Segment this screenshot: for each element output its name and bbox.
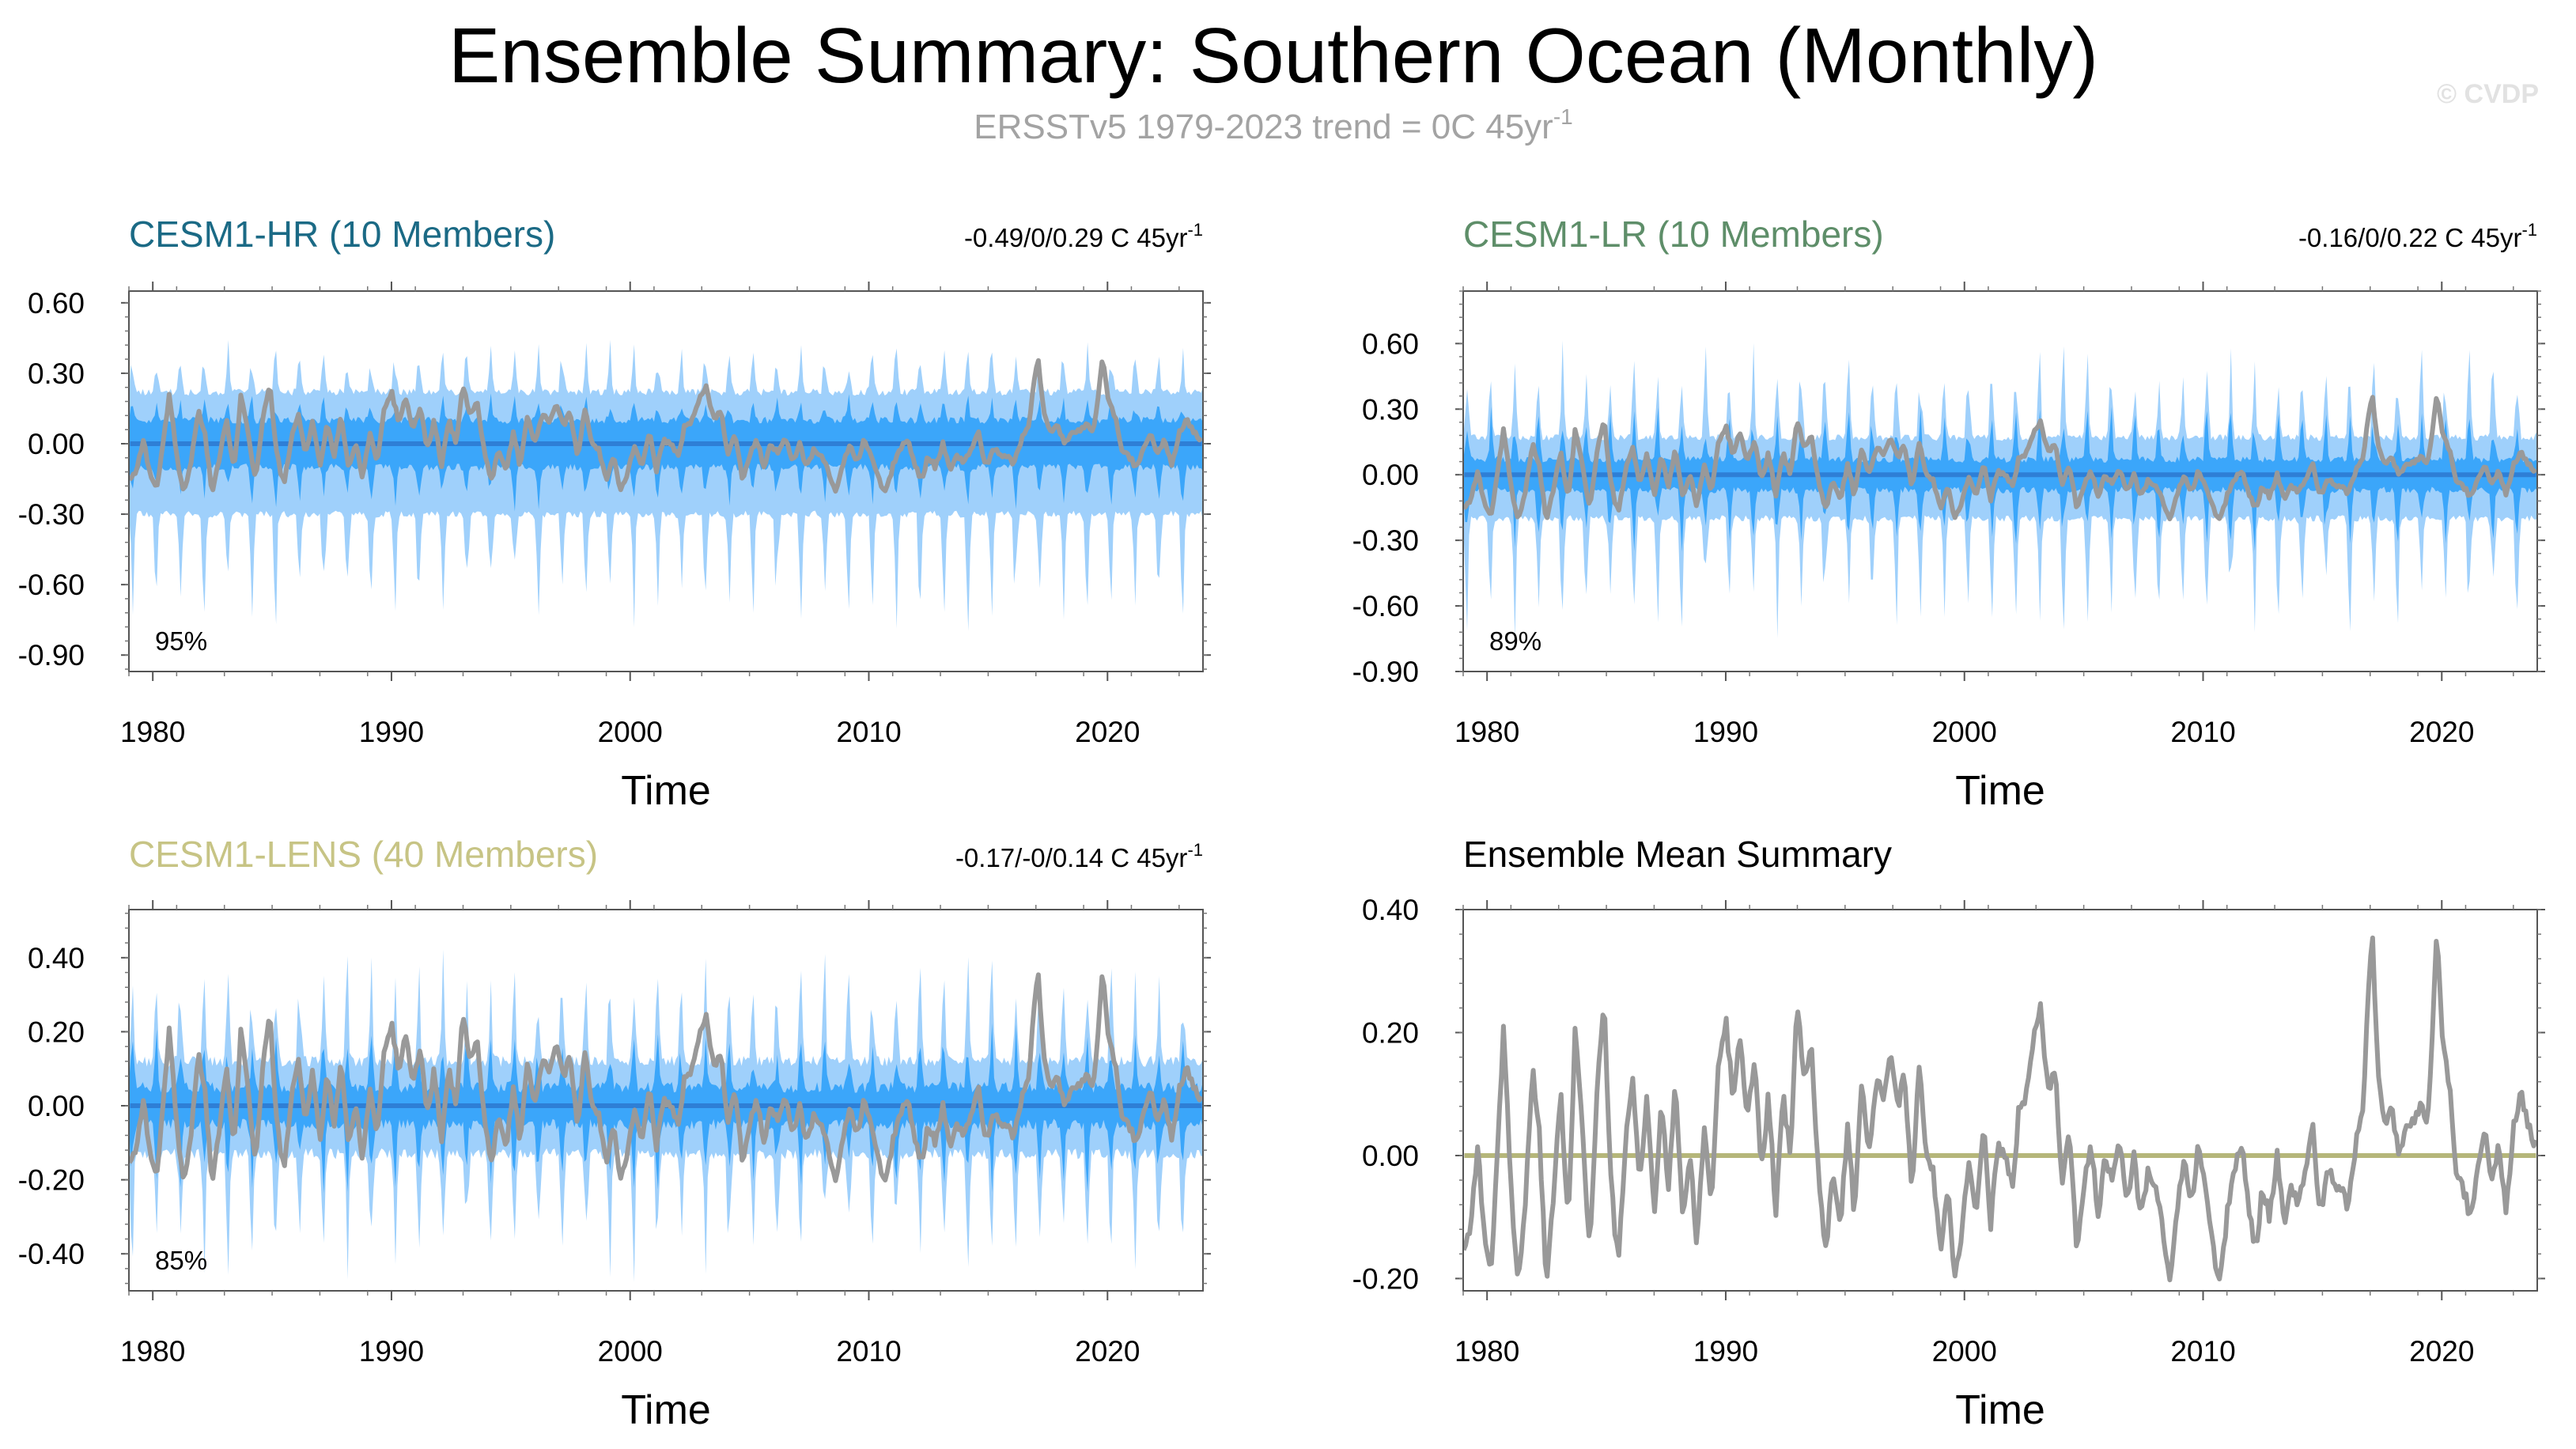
trend-superscript: -1 (1187, 220, 1203, 240)
x-tick-label: 2020 (1075, 716, 1140, 748)
observations-line (129, 972, 1203, 1183)
y-tick-label: -0.20 (18, 1164, 85, 1197)
spread-band-inner (129, 1023, 1203, 1194)
x-tick-label: 1980 (1454, 1335, 1519, 1368)
percent-label: 89% (1489, 626, 1541, 656)
spread-band-inner (1463, 407, 2537, 552)
x-tick-label: 1980 (1454, 716, 1519, 748)
spread-band-inner (129, 393, 1203, 512)
y-tick-label: -0.40 (18, 1238, 85, 1270)
y-tick-label: -0.90 (1352, 656, 1419, 688)
x-tick-label: 1990 (359, 1335, 424, 1368)
figure-title: Ensemble Summary: Southern Ocean (Monthl… (448, 12, 2098, 99)
trend-label: -0.16/0/0.22 C 45yr-1 (2298, 220, 2537, 252)
x-tick-label: 2020 (1075, 1335, 1140, 1368)
figure-subtitle: ERSSTv5 1979-2023 trend = 0C 45yr-1 (974, 104, 1572, 146)
panel-title: CESM1-HR (10 Members) (129, 214, 555, 255)
x-axis-title: Time (1955, 768, 2045, 814)
y-tick-label: 0.00 (1362, 459, 1419, 491)
observations-line (1463, 395, 2537, 522)
x-axis-title: Time (621, 768, 711, 814)
y-tick-label: 0.60 (1362, 327, 1419, 360)
plot-frame (1462, 909, 2538, 1292)
plot-area (129, 339, 1203, 631)
y-tick-label: -0.60 (18, 569, 85, 601)
x-tick-label: 2000 (1932, 716, 1997, 748)
y-tick-label: 0.30 (1362, 393, 1419, 426)
x-tick-label: 2010 (836, 716, 901, 748)
x-tick-label: 2020 (2409, 716, 2474, 748)
x-axis-title: Time (621, 1387, 711, 1433)
panel-hr: CESM1-HR (10 Members) -0.49/0/0.29 C 45yr… (18, 214, 1211, 814)
percent-label: 85% (155, 1246, 207, 1275)
y-tick-label: 0.20 (1362, 1016, 1419, 1049)
y-tick-label: -0.20 (1352, 1262, 1419, 1295)
y-tick-label: 0.60 (28, 287, 85, 320)
y-tick-label: 0.30 (28, 358, 85, 390)
x-tick-label: 1990 (1693, 1335, 1758, 1368)
panel-lr: CESM1-LR (10 Members) -0.16/0/0.22 C 45yr… (1352, 214, 2545, 814)
panel-summary: Ensemble Mean Summary 0.40 0.20 0.00 -0.20 19… (1352, 834, 2545, 1433)
x-axis-title: Time (1955, 1387, 2045, 1433)
panels: CESM1-HR (10 Members) -0.49/0/0.29 C 45yr… (18, 214, 2545, 1433)
panel-title: CESM1-LENS (40 Members) (129, 834, 598, 875)
watermark: © CVDP (2437, 79, 2539, 109)
plot-frame (128, 909, 1204, 1292)
y-tick-label: -0.30 (1352, 524, 1419, 557)
y-tick-label: 0.40 (1362, 894, 1419, 926)
y-tick-label: -0.30 (18, 498, 85, 531)
trend-value: -0.49/0/0.29 C 45yr (964, 223, 1188, 252)
x-tick-label: 2020 (2409, 1335, 2474, 1368)
y-tick-label: 0.00 (1362, 1140, 1419, 1172)
trend-label: -0.49/0/0.29 C 45yr-1 (964, 220, 1203, 252)
trend-value: -0.17/-0/0.14 C 45yr (955, 843, 1188, 872)
trend-label: -0.17/-0/0.14 C 45yr-1 (955, 840, 1203, 872)
x-tick-label: 1980 (120, 716, 185, 748)
x-tick-label: 2010 (2170, 1335, 2235, 1368)
x-tick-label: 1990 (359, 716, 424, 748)
y-tick-label: -0.90 (18, 639, 85, 672)
y-tick-label: 0.20 (28, 1016, 85, 1048)
observations-line (1463, 935, 2537, 1283)
y-tick-label: -0.60 (1352, 590, 1419, 622)
plot-area (1463, 935, 2537, 1283)
plot-area (1463, 340, 2537, 638)
subtitle-main: ERSSTv5 1979-2023 trend = 0C 45yr (974, 108, 1553, 146)
plot-frame (128, 290, 1204, 672)
x-tick-label: 1990 (1693, 716, 1758, 748)
x-tick-label: 2000 (1932, 1335, 1997, 1368)
x-tick-label: 2010 (2170, 716, 2235, 748)
percent-label: 95% (155, 626, 207, 656)
plot-area (129, 949, 1203, 1282)
x-tick-label: 2000 (598, 1335, 663, 1368)
trend-value: -0.16/0/0.22 C 45yr (2298, 223, 2522, 252)
panel-lens: CESM1-LENS (40 Members) -0.17/-0/0.14 C 4… (18, 834, 1211, 1433)
trend-superscript: -1 (1187, 840, 1203, 860)
y-tick-label: 0.40 (28, 942, 85, 974)
panel-title: Ensemble Mean Summary (1463, 834, 1892, 875)
plot-frame (1462, 290, 2538, 672)
trend-superscript: -1 (2521, 220, 2537, 240)
x-tick-label: 2010 (836, 1335, 901, 1368)
panel-title: CESM1-LR (10 Members) (1463, 214, 1884, 255)
x-tick-label: 2000 (598, 716, 663, 748)
y-tick-label: 0.00 (28, 1090, 85, 1122)
y-tick-label: 0.00 (28, 428, 85, 460)
subtitle-superscript: -1 (1553, 104, 1573, 129)
observations-line (129, 358, 1203, 494)
x-tick-label: 1980 (120, 1335, 185, 1368)
